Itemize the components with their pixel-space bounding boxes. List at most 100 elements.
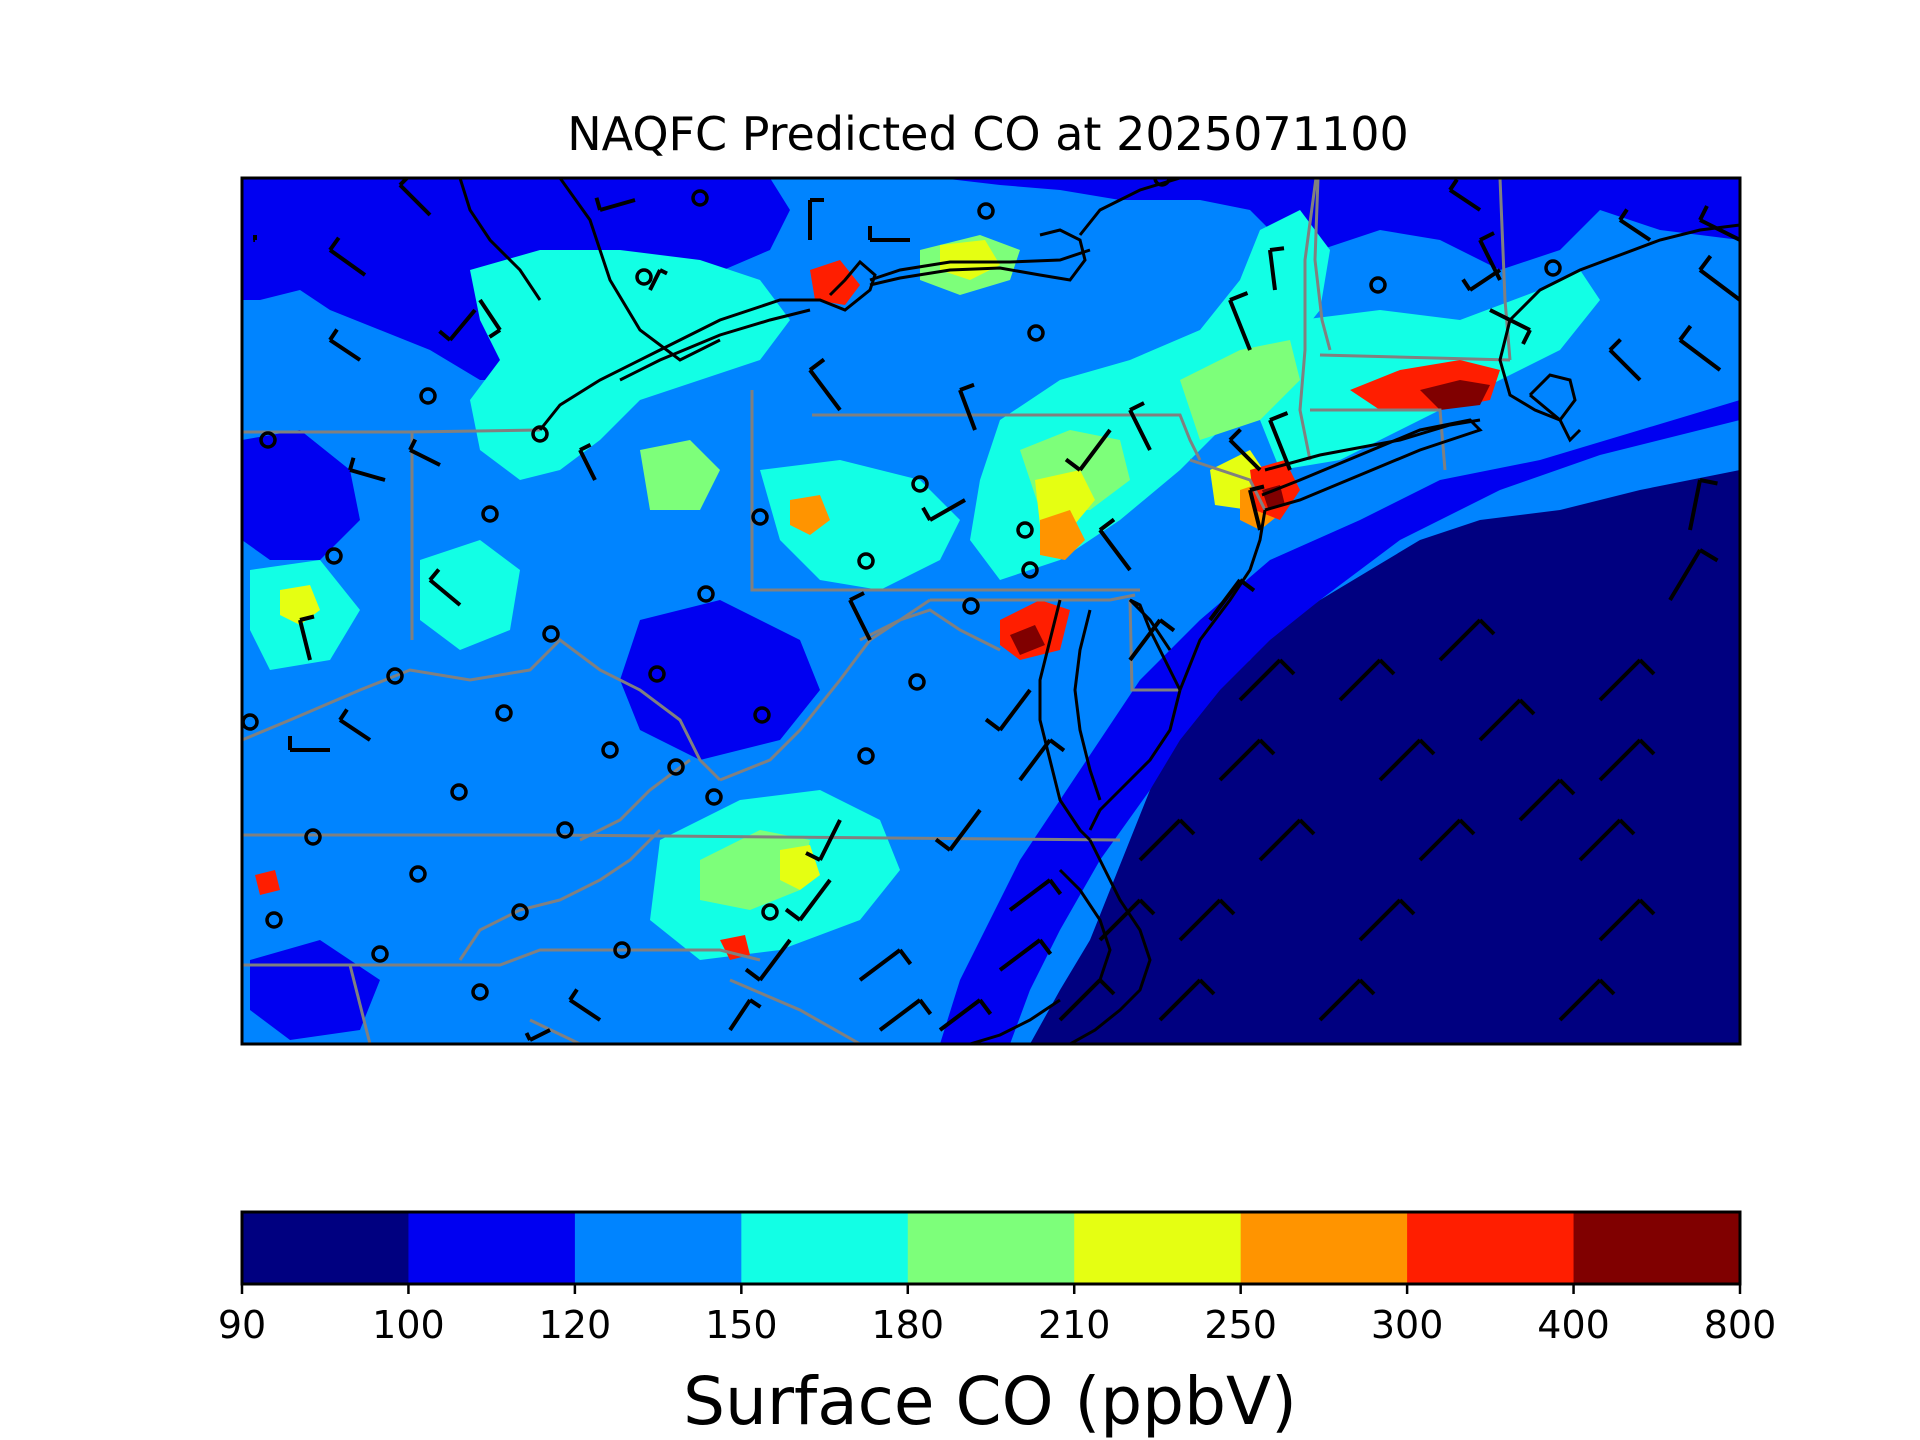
wind-barb-icon [448, 308, 477, 342]
station-circle-icon [613, 941, 631, 959]
station-circle-icon [419, 387, 437, 405]
wind-barb-icon [744, 967, 762, 982]
colorbar-tick-label: 250 [1204, 1303, 1277, 1347]
wind-barb-icon [1518, 778, 1562, 822]
wind-barb-icon [929, 498, 966, 522]
wind-barb-icon [1228, 438, 1262, 472]
lake-ontario-north [869, 248, 1091, 282]
wind-barb-icon [1129, 401, 1145, 412]
wind-barb-icon [1461, 278, 1472, 292]
border-ct-ri [1310, 408, 1447, 471]
border-nc-south [729, 978, 861, 1044]
station-circle-icon [386, 667, 404, 685]
wind-barb-icon [328, 338, 362, 362]
wind-barb-icon [1048, 878, 1063, 896]
wind-barb-icon [428, 578, 462, 607]
station-circle-icon [556, 821, 574, 839]
wind-barbs [253, 178, 1740, 1042]
moderate-co-band-central [760, 460, 960, 590]
wind-barb-icon [784, 907, 802, 922]
wind-barb-icon [1098, 528, 1132, 572]
long-island [1261, 418, 1483, 512]
wind-barb-icon [298, 619, 312, 661]
very-high-co-pa [1040, 510, 1085, 560]
wind-barb-icon [398, 178, 410, 187]
station-circle-icon [635, 268, 653, 286]
wind-barb-icon [1678, 324, 1693, 342]
wind-barb-icon [984, 717, 1002, 732]
border-pa-north [750, 390, 1140, 592]
wind-barb-icon [1518, 698, 1536, 716]
colorbar-segment [408, 1212, 576, 1284]
wind-barb-icon [568, 988, 579, 1002]
wind-barb-icon [1158, 618, 1176, 633]
colorbar-tick-label: 90 [218, 1303, 266, 1347]
wind-barb-icon [1458, 818, 1476, 836]
hotspot-extreme-baltimore [1010, 625, 1045, 655]
station-circle-icon [450, 783, 468, 801]
wind-barb-icon [1558, 978, 1602, 1022]
wind-barb-icon [1228, 299, 1252, 351]
wind-barb-icon [1418, 818, 1462, 862]
colorbar-tick-label: 300 [1371, 1303, 1444, 1347]
lake-huron-west [458, 178, 542, 301]
station-circle-icon [911, 475, 929, 493]
station-circle-icon [705, 788, 723, 806]
wind-barb-icon [848, 599, 872, 641]
coast-ne [1498, 223, 1740, 422]
wind-barb-icon [1558, 778, 1576, 796]
wind-barb-icon [798, 878, 832, 922]
wind-barb-icon [1248, 489, 1262, 531]
map-frame [240, 176, 1742, 1046]
colorbar-tick-label: 120 [539, 1303, 612, 1347]
border-ny-pa [812, 413, 1202, 461]
wind-barb-icon [1048, 738, 1066, 753]
wind-barb-icon [1218, 898, 1236, 916]
border-ga [529, 1018, 581, 1044]
wind-barb-icon [1598, 658, 1642, 702]
wind-barb-icon [428, 568, 441, 582]
wind-barb-icon [1268, 419, 1292, 471]
station-circle-icon [667, 758, 685, 776]
high-co-pa-east [1035, 470, 1095, 530]
hotspot-west [255, 870, 280, 895]
wind-barb-icon [488, 328, 502, 339]
station-circle-icon [1016, 521, 1034, 539]
ocean-region [1030, 470, 1740, 1044]
wind-barb-icon [328, 236, 341, 252]
border-tn-nc [242, 948, 761, 967]
wind-barb-icon [1678, 338, 1722, 372]
low-co-region-coastal [940, 400, 1740, 1044]
wind-barb-icon [1489, 308, 1531, 332]
station-circle-icon [648, 665, 666, 683]
wind-barb-icon [938, 998, 982, 1032]
border-wv-md [859, 608, 1001, 652]
wind-barb-icon [1268, 249, 1277, 291]
wind-barb-icon [849, 591, 865, 602]
coast-delmarva [1088, 689, 1182, 831]
colorbar: 90 100 120 150 180 210 250 300 400 800 [218, 1210, 1776, 1347]
wind-barb-icon [1038, 938, 1053, 956]
very-high-co-sw [790, 495, 830, 535]
station-circle-icon [531, 425, 549, 443]
wind-barb-icon [1269, 411, 1289, 422]
wind-barb-icon [1468, 268, 1502, 292]
colorbar-tick-label: 100 [372, 1303, 445, 1347]
colorbar-frame [240, 1210, 1742, 1286]
border-maine [1498, 178, 1512, 361]
wind-barb-icon [409, 448, 441, 467]
wind-barb-icon [1008, 878, 1052, 912]
wind-barb-icon [579, 442, 592, 452]
wind-barb-icon [1578, 818, 1622, 862]
wind-barb-icon [328, 248, 367, 277]
wind-barb-icon [918, 998, 933, 1016]
wind-barb-icon [1638, 658, 1656, 676]
wind-barb-icon [1608, 338, 1622, 352]
station-circle-icon [471, 983, 489, 1001]
wind-barb-icon [1478, 618, 1496, 636]
wind-barb-icon [878, 998, 922, 1032]
wind-barb-icon [1218, 738, 1262, 782]
wind-barb-icon [1608, 348, 1642, 382]
wind-barb-icon [1398, 898, 1416, 916]
